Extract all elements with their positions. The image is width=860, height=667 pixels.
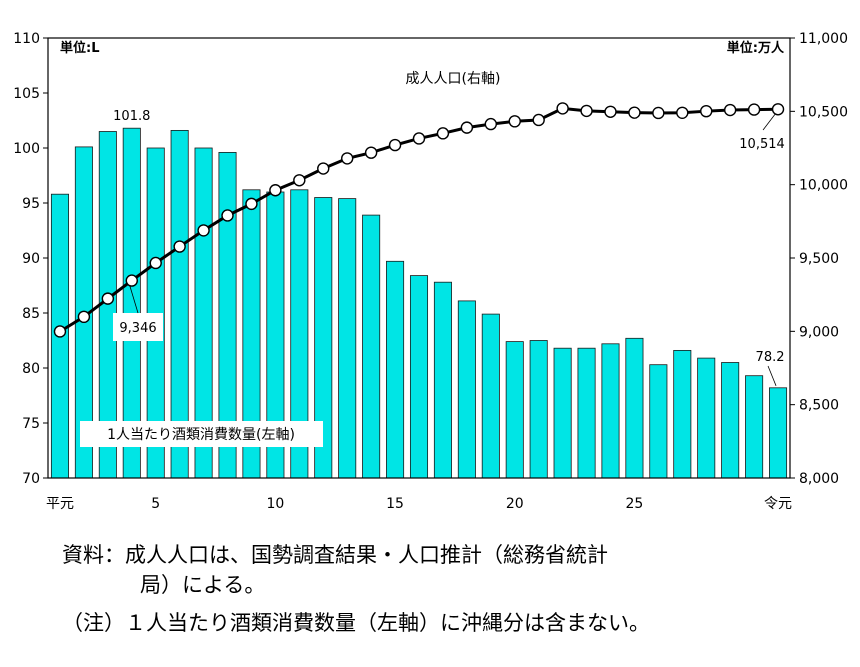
left-tick-label: 105 xyxy=(13,86,40,102)
population-point xyxy=(532,113,545,127)
right-tick-label: 10,000 xyxy=(799,178,848,194)
x-tick-label: 令元 xyxy=(764,496,792,512)
source-note: 資料：成人人口は、国勢調査結果・人口推計（総務省統計 xyxy=(62,543,608,567)
left-unit-label: 単位:L xyxy=(60,40,99,56)
population-point xyxy=(508,115,521,128)
x-tick-label: 25 xyxy=(626,496,644,512)
left-tick-label: 80 xyxy=(22,361,40,377)
line-data-label-leader xyxy=(129,285,139,314)
footnote: （注）１人当たり酒類消費数量（左軸）に沖縄分は含まない。 xyxy=(62,611,650,635)
bar xyxy=(338,198,357,479)
population-point xyxy=(700,104,713,118)
source-note-continued: 局）による。 xyxy=(140,573,266,597)
population-point xyxy=(293,174,306,187)
bar xyxy=(601,343,620,479)
population-point xyxy=(436,127,450,140)
population-point xyxy=(197,224,210,237)
population-point xyxy=(460,121,474,134)
population-point xyxy=(125,274,138,287)
chart: 7075808590951001051108,0008,5009,0009,50… xyxy=(13,31,848,512)
bar xyxy=(386,260,405,479)
population-point xyxy=(221,209,234,222)
bar xyxy=(649,364,668,479)
bar-legend-box xyxy=(80,421,323,447)
x-tick-label: 10 xyxy=(266,496,284,512)
left-tick-label: 75 xyxy=(22,416,40,432)
population-point xyxy=(101,292,115,305)
population-point xyxy=(556,102,569,115)
left-tick-label: 100 xyxy=(13,141,40,157)
population-point xyxy=(173,240,186,253)
bar-data-label: 78.2 xyxy=(756,350,785,365)
right-unit-label: 単位:万人 xyxy=(727,40,785,56)
population-point xyxy=(53,325,67,338)
population-point xyxy=(412,132,426,145)
bar-data-label-leader xyxy=(767,365,777,386)
bar xyxy=(721,362,740,479)
bar xyxy=(505,341,524,479)
left-tick-label: 110 xyxy=(13,31,40,47)
population-point xyxy=(628,106,641,119)
population-point xyxy=(747,103,761,116)
left-tick-label: 95 xyxy=(22,196,40,212)
bar xyxy=(481,313,500,479)
bar xyxy=(433,281,452,479)
bar xyxy=(769,387,788,479)
x-tick-label: 15 xyxy=(386,496,404,512)
right-tick-label: 11,000 xyxy=(799,31,848,47)
left-tick-label: 90 xyxy=(22,251,40,267)
x-tick-label: 5 xyxy=(151,496,160,512)
right-tick-label: 8,500 xyxy=(799,398,839,414)
population-point xyxy=(364,146,378,159)
left-tick-label: 85 xyxy=(22,306,40,322)
line-data-label-leader xyxy=(762,114,776,131)
population-point xyxy=(77,310,91,324)
bar xyxy=(529,340,548,479)
bar xyxy=(553,347,572,479)
right-tick-label: 10,500 xyxy=(799,104,848,120)
right-tick-label: 9,500 xyxy=(799,251,839,267)
bar xyxy=(673,349,692,479)
right-tick-label: 9,000 xyxy=(799,324,839,340)
bar xyxy=(577,347,596,479)
population-point xyxy=(245,197,258,211)
bar-legend-label: 1人当たり酒類消費数量(左軸) xyxy=(107,427,295,443)
line-data-label: 9,346 xyxy=(119,321,156,336)
line-data-label: 10,514 xyxy=(739,137,785,152)
population-point xyxy=(676,106,689,120)
bar xyxy=(362,214,381,479)
right-tick-label: 8,000 xyxy=(799,471,839,487)
bar xyxy=(625,337,644,479)
left-tick-label: 70 xyxy=(22,471,40,487)
population-point xyxy=(723,103,737,117)
bar xyxy=(745,375,764,479)
bar-data-label: 101.8 xyxy=(113,109,150,124)
bar xyxy=(409,275,429,479)
population-point xyxy=(771,103,785,116)
bar xyxy=(697,357,716,479)
line-data-label-box xyxy=(113,313,163,341)
population-point xyxy=(388,138,402,152)
bar xyxy=(457,300,476,479)
population-point xyxy=(149,256,162,270)
x-tick-label: 20 xyxy=(506,496,524,512)
population-point xyxy=(317,162,330,175)
population-point xyxy=(340,152,354,165)
x-tick-label: 平元 xyxy=(46,496,74,512)
population-point xyxy=(269,184,282,197)
population-point xyxy=(652,106,665,120)
line-legend-label: 成人人口(右軸) xyxy=(406,71,501,87)
population-point xyxy=(580,104,593,118)
population-point xyxy=(484,117,498,131)
population-point xyxy=(604,105,617,118)
